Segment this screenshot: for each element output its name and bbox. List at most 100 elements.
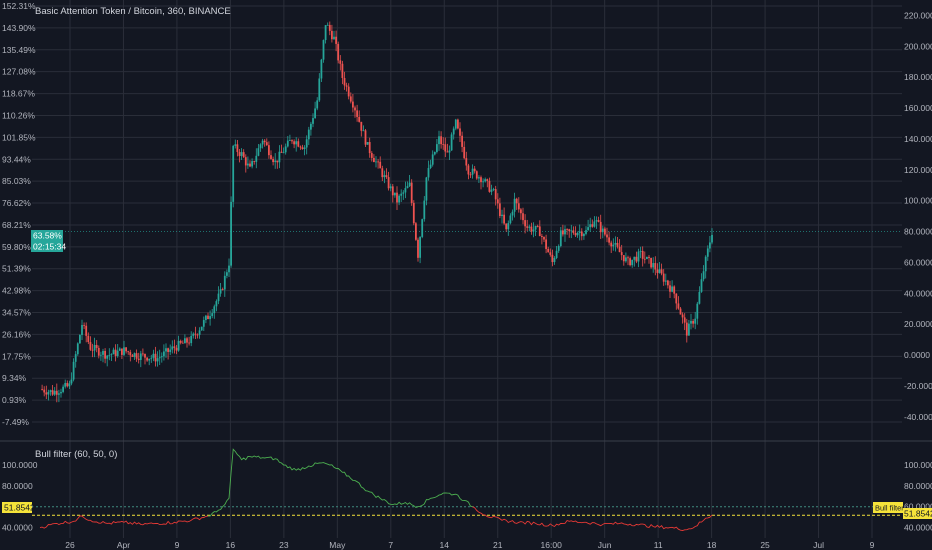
candle-body[interactable] — [331, 30, 333, 40]
candle-body[interactable] — [444, 144, 447, 152]
candle-body[interactable] — [702, 271, 705, 280]
candle-body[interactable] — [76, 343, 79, 355]
candle-body[interactable] — [530, 226, 533, 232]
candle-body[interactable] — [639, 250, 642, 252]
candle-body[interactable] — [509, 215, 512, 224]
candle-body[interactable] — [654, 263, 657, 270]
candle-body[interactable] — [635, 256, 638, 262]
candle-body[interactable] — [555, 250, 558, 258]
candle-body[interactable] — [232, 145, 235, 202]
candle-body[interactable] — [305, 139, 308, 148]
candle-body[interactable] — [543, 237, 545, 240]
candle-body[interactable] — [377, 161, 379, 163]
candle-body[interactable] — [72, 361, 75, 380]
candle-body[interactable] — [137, 358, 140, 360]
candle-body[interactable] — [517, 203, 520, 210]
candle-body[interactable] — [551, 254, 554, 263]
candle-body[interactable] — [475, 171, 478, 179]
candle-body[interactable] — [553, 257, 556, 263]
candle-body[interactable] — [429, 164, 432, 168]
candle-body[interactable] — [318, 78, 321, 101]
candle-body[interactable] — [614, 242, 617, 245]
candle-body[interactable] — [482, 181, 484, 183]
candle-body[interactable] — [402, 192, 405, 194]
candle-body[interactable] — [70, 379, 73, 384]
candle-body[interactable] — [242, 152, 245, 158]
candle-body[interactable] — [150, 357, 153, 359]
candle-body[interactable] — [223, 275, 226, 290]
candle-body[interactable] — [391, 186, 394, 196]
candle-body[interactable] — [278, 151, 281, 163]
candle-body[interactable] — [121, 348, 123, 355]
candle-body[interactable] — [526, 226, 529, 228]
candle-body[interactable] — [480, 177, 482, 183]
candle-body[interactable] — [583, 233, 585, 237]
candle-body[interactable] — [211, 313, 214, 317]
candle-body[interactable] — [295, 141, 298, 145]
candle-body[interactable] — [503, 214, 505, 224]
candle-body[interactable] — [339, 60, 342, 64]
candle-body[interactable] — [337, 43, 340, 61]
candle-body[interactable] — [566, 229, 568, 230]
candle-body[interactable] — [585, 230, 587, 234]
candle-body[interactable] — [284, 146, 287, 153]
candle-body[interactable] — [599, 221, 602, 233]
candle-body[interactable] — [698, 291, 701, 304]
candle-body[interactable] — [366, 142, 369, 145]
candle-body[interactable] — [669, 285, 671, 292]
candle-body[interactable] — [202, 320, 205, 327]
candle-body[interactable] — [419, 236, 421, 258]
candle-body[interactable] — [690, 320, 692, 324]
candle-body[interactable] — [633, 256, 636, 260]
candle-body[interactable] — [270, 155, 272, 159]
candle-body[interactable] — [64, 383, 67, 387]
candle-body[interactable] — [257, 148, 260, 156]
candle-body[interactable] — [255, 155, 258, 162]
candle-body[interactable] — [303, 147, 306, 149]
candle-body[interactable] — [68, 383, 71, 387]
candle-body[interactable] — [597, 220, 600, 222]
candle-body[interactable] — [347, 86, 350, 97]
candle-body[interactable] — [534, 226, 537, 230]
candle-body[interactable] — [478, 177, 480, 179]
candle-body[interactable] — [375, 161, 377, 163]
candle-body[interactable] — [528, 226, 531, 228]
candle-body[interactable] — [272, 158, 274, 163]
candle-body[interactable] — [576, 232, 579, 236]
candle-body[interactable] — [177, 340, 180, 351]
candle-body[interactable] — [618, 246, 621, 253]
candle-body[interactable] — [513, 198, 516, 212]
candle-body[interactable] — [557, 246, 560, 251]
candle-body[interactable] — [247, 163, 249, 166]
candle-body[interactable] — [282, 152, 285, 154]
candle-body[interactable] — [589, 224, 592, 228]
candle-body[interactable] — [213, 306, 216, 314]
candle-body[interactable] — [133, 353, 136, 357]
candle-body[interactable] — [79, 334, 81, 344]
candle-body[interactable] — [677, 303, 680, 309]
candle-body[interactable] — [564, 229, 566, 235]
candle-body[interactable] — [387, 177, 390, 189]
candle-body[interactable] — [410, 182, 413, 203]
candle-body[interactable] — [499, 203, 501, 217]
candle-body[interactable] — [389, 186, 392, 189]
candle-body[interactable] — [679, 308, 682, 315]
candle-body[interactable] — [658, 269, 661, 273]
candle-body[interactable] — [173, 346, 176, 348]
candle-body[interactable] — [320, 59, 323, 79]
candle-body[interactable] — [448, 150, 451, 153]
candle-body[interactable] — [547, 248, 550, 253]
candle-body[interactable] — [219, 289, 222, 294]
candle-body[interactable] — [135, 353, 138, 359]
candle-body[interactable] — [454, 119, 457, 129]
candle-body[interactable] — [158, 357, 161, 359]
candle-body[interactable] — [538, 226, 541, 237]
candle-body[interactable] — [616, 242, 619, 247]
candle-body[interactable] — [486, 179, 489, 181]
candle-body[interactable] — [490, 189, 493, 192]
candle-body[interactable] — [709, 242, 711, 249]
candle-body[interactable] — [146, 357, 148, 361]
candle-body[interactable] — [343, 77, 346, 86]
candle-body[interactable] — [205, 315, 207, 321]
candle-body[interactable] — [259, 144, 262, 149]
